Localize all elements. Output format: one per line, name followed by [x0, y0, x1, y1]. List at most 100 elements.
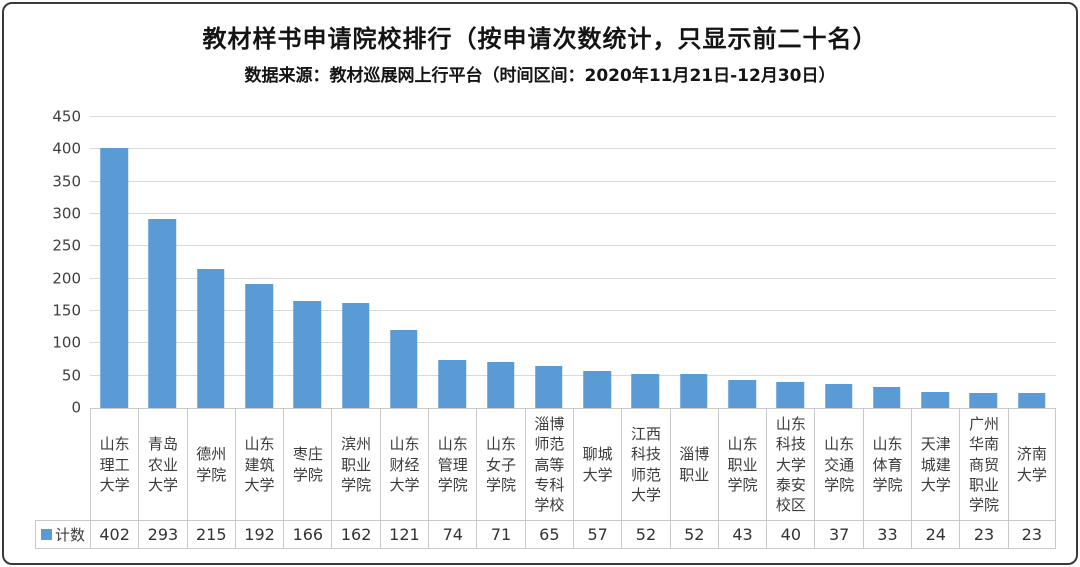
y-tick-label: 0	[71, 398, 81, 417]
bar-slot	[573, 117, 621, 408]
y-tick-label: 50	[61, 366, 81, 385]
data-table: 山东理工大学 青岛农业大学 德州学院 山东建筑大学 枣庄学院 滨州职业学院 山东财经大学 山东…	[35, 408, 1056, 550]
value-cell: 121	[379, 520, 429, 550]
value-cell: 166	[283, 520, 332, 550]
y-tick-label: 350	[52, 172, 81, 191]
gridline	[90, 148, 1056, 150]
category-label: 山东科技大学泰安校区	[766, 408, 815, 521]
category-label: 山东财经大学	[379, 408, 429, 521]
bar-济南大学	[1018, 393, 1046, 408]
bar-山东体育学院	[873, 386, 901, 408]
chart-title: 教材样书申请院校排行（按申请次数统计，只显示前二十名）	[202, 25, 878, 53]
category-label: 淄博师范高等专科学校	[524, 408, 573, 521]
y-tick-label: 200	[52, 269, 81, 288]
category-label: 德州学院	[186, 408, 235, 521]
value-cell: 37	[814, 520, 863, 550]
category-label: 天津城建大学	[911, 408, 960, 521]
bar-淄博师范高等专科学校	[535, 365, 563, 408]
bar-slot	[187, 117, 235, 408]
gridline	[90, 213, 1056, 214]
bar-山东科技大学泰安校区	[776, 382, 805, 408]
y-tick-label: 300	[52, 204, 81, 223]
category-label: 山东建筑大学	[234, 408, 284, 521]
category-label: 山东职业学院	[717, 408, 767, 521]
table-corner-spacer	[35, 408, 90, 520]
legend-cell: 计数	[35, 520, 90, 550]
bar-slot	[718, 117, 766, 408]
bar-山东管理学院	[438, 360, 466, 408]
value-cell: 192	[234, 520, 284, 550]
bar-slot	[138, 117, 186, 408]
legend-label: 计数	[54, 526, 85, 545]
bar-德州学院	[196, 268, 225, 408]
bar-slot	[1008, 117, 1056, 408]
bar-滨州职业学院	[341, 303, 370, 408]
value-cell: 40	[766, 520, 815, 550]
value-cell: 23	[1007, 520, 1056, 550]
category-label: 山东理工大学	[90, 408, 139, 521]
bar-slot	[476, 117, 524, 408]
plot-region: 0 50 100 150 200 250 300 350 400 450	[35, 109, 1056, 415]
bar-枣庄学院	[293, 300, 322, 408]
bar-江西科技师范大学	[631, 374, 660, 408]
bar-slot	[959, 117, 1007, 408]
value-cell: 71	[476, 520, 525, 550]
bar-青岛农业大学	[148, 218, 177, 408]
category-label: 淄博职业	[669, 408, 718, 521]
bar-山东财经大学	[390, 329, 418, 408]
bar-山东建筑大学	[245, 283, 273, 408]
gridline	[90, 180, 1056, 182]
bar-slot	[235, 117, 283, 408]
bar-slot	[428, 117, 476, 408]
bar-广州华南商贸职业学院	[969, 393, 998, 408]
y-tick-label: 400	[52, 139, 81, 158]
bar-淄博职业	[679, 374, 708, 408]
value-cell: 402	[90, 520, 139, 550]
category-label: 滨州职业学院	[331, 408, 380, 521]
gridline	[90, 245, 1056, 247]
value-cell: 43	[717, 520, 767, 550]
gridline	[90, 310, 1056, 311]
gridline	[90, 374, 1056, 376]
bar-slot	[525, 117, 573, 408]
bar-slot	[670, 117, 718, 408]
value-cell: 33	[862, 520, 912, 550]
category-label: 山东女子学院	[476, 408, 525, 521]
value-cell: 74	[428, 520, 477, 550]
value-cell: 52	[669, 520, 718, 550]
gridline	[90, 342, 1056, 344]
bar-山东理工大学	[100, 148, 128, 408]
y-tick-label: 100	[52, 333, 81, 352]
category-label: 山东体育学院	[862, 408, 912, 521]
chart-subtitle: 数据来源：教材巡展网上行平台（时间区间：2020年11月21日-12月30日）	[244, 66, 836, 86]
value-cell: 23	[959, 520, 1008, 550]
bar-聊城大学	[583, 371, 611, 408]
bar-slot	[331, 117, 379, 408]
category-label: 山东交通学院	[814, 408, 863, 521]
bar-slot	[90, 117, 138, 408]
value-cell: 293	[138, 520, 187, 550]
category-label: 青岛农业大学	[138, 408, 187, 521]
gridline	[90, 116, 1056, 117]
value-cell: 162	[331, 520, 380, 550]
bar-山东女子学院	[486, 362, 515, 408]
category-label: 聊城大学	[572, 408, 622, 521]
y-tick-label: 250	[52, 236, 81, 255]
bar-slot	[766, 117, 814, 408]
value-cell: 215	[186, 520, 235, 550]
y-tick-label: 150	[52, 301, 81, 320]
bar-slot	[283, 117, 331, 408]
category-label: 枣庄学院	[283, 408, 332, 521]
category-label: 济南大学	[1007, 408, 1056, 521]
plot-area	[90, 116, 1056, 408]
legend-swatch-icon	[40, 529, 52, 541]
bar-slot	[911, 117, 959, 408]
y-axis: 0 50 100 150 200 250 300 350 400 450	[35, 109, 90, 415]
value-cell: 24	[911, 520, 960, 550]
bar-山东交通学院	[824, 384, 853, 408]
bar-天津城建大学	[921, 392, 949, 408]
bar-slot	[814, 117, 862, 408]
value-cell: 65	[524, 520, 573, 550]
